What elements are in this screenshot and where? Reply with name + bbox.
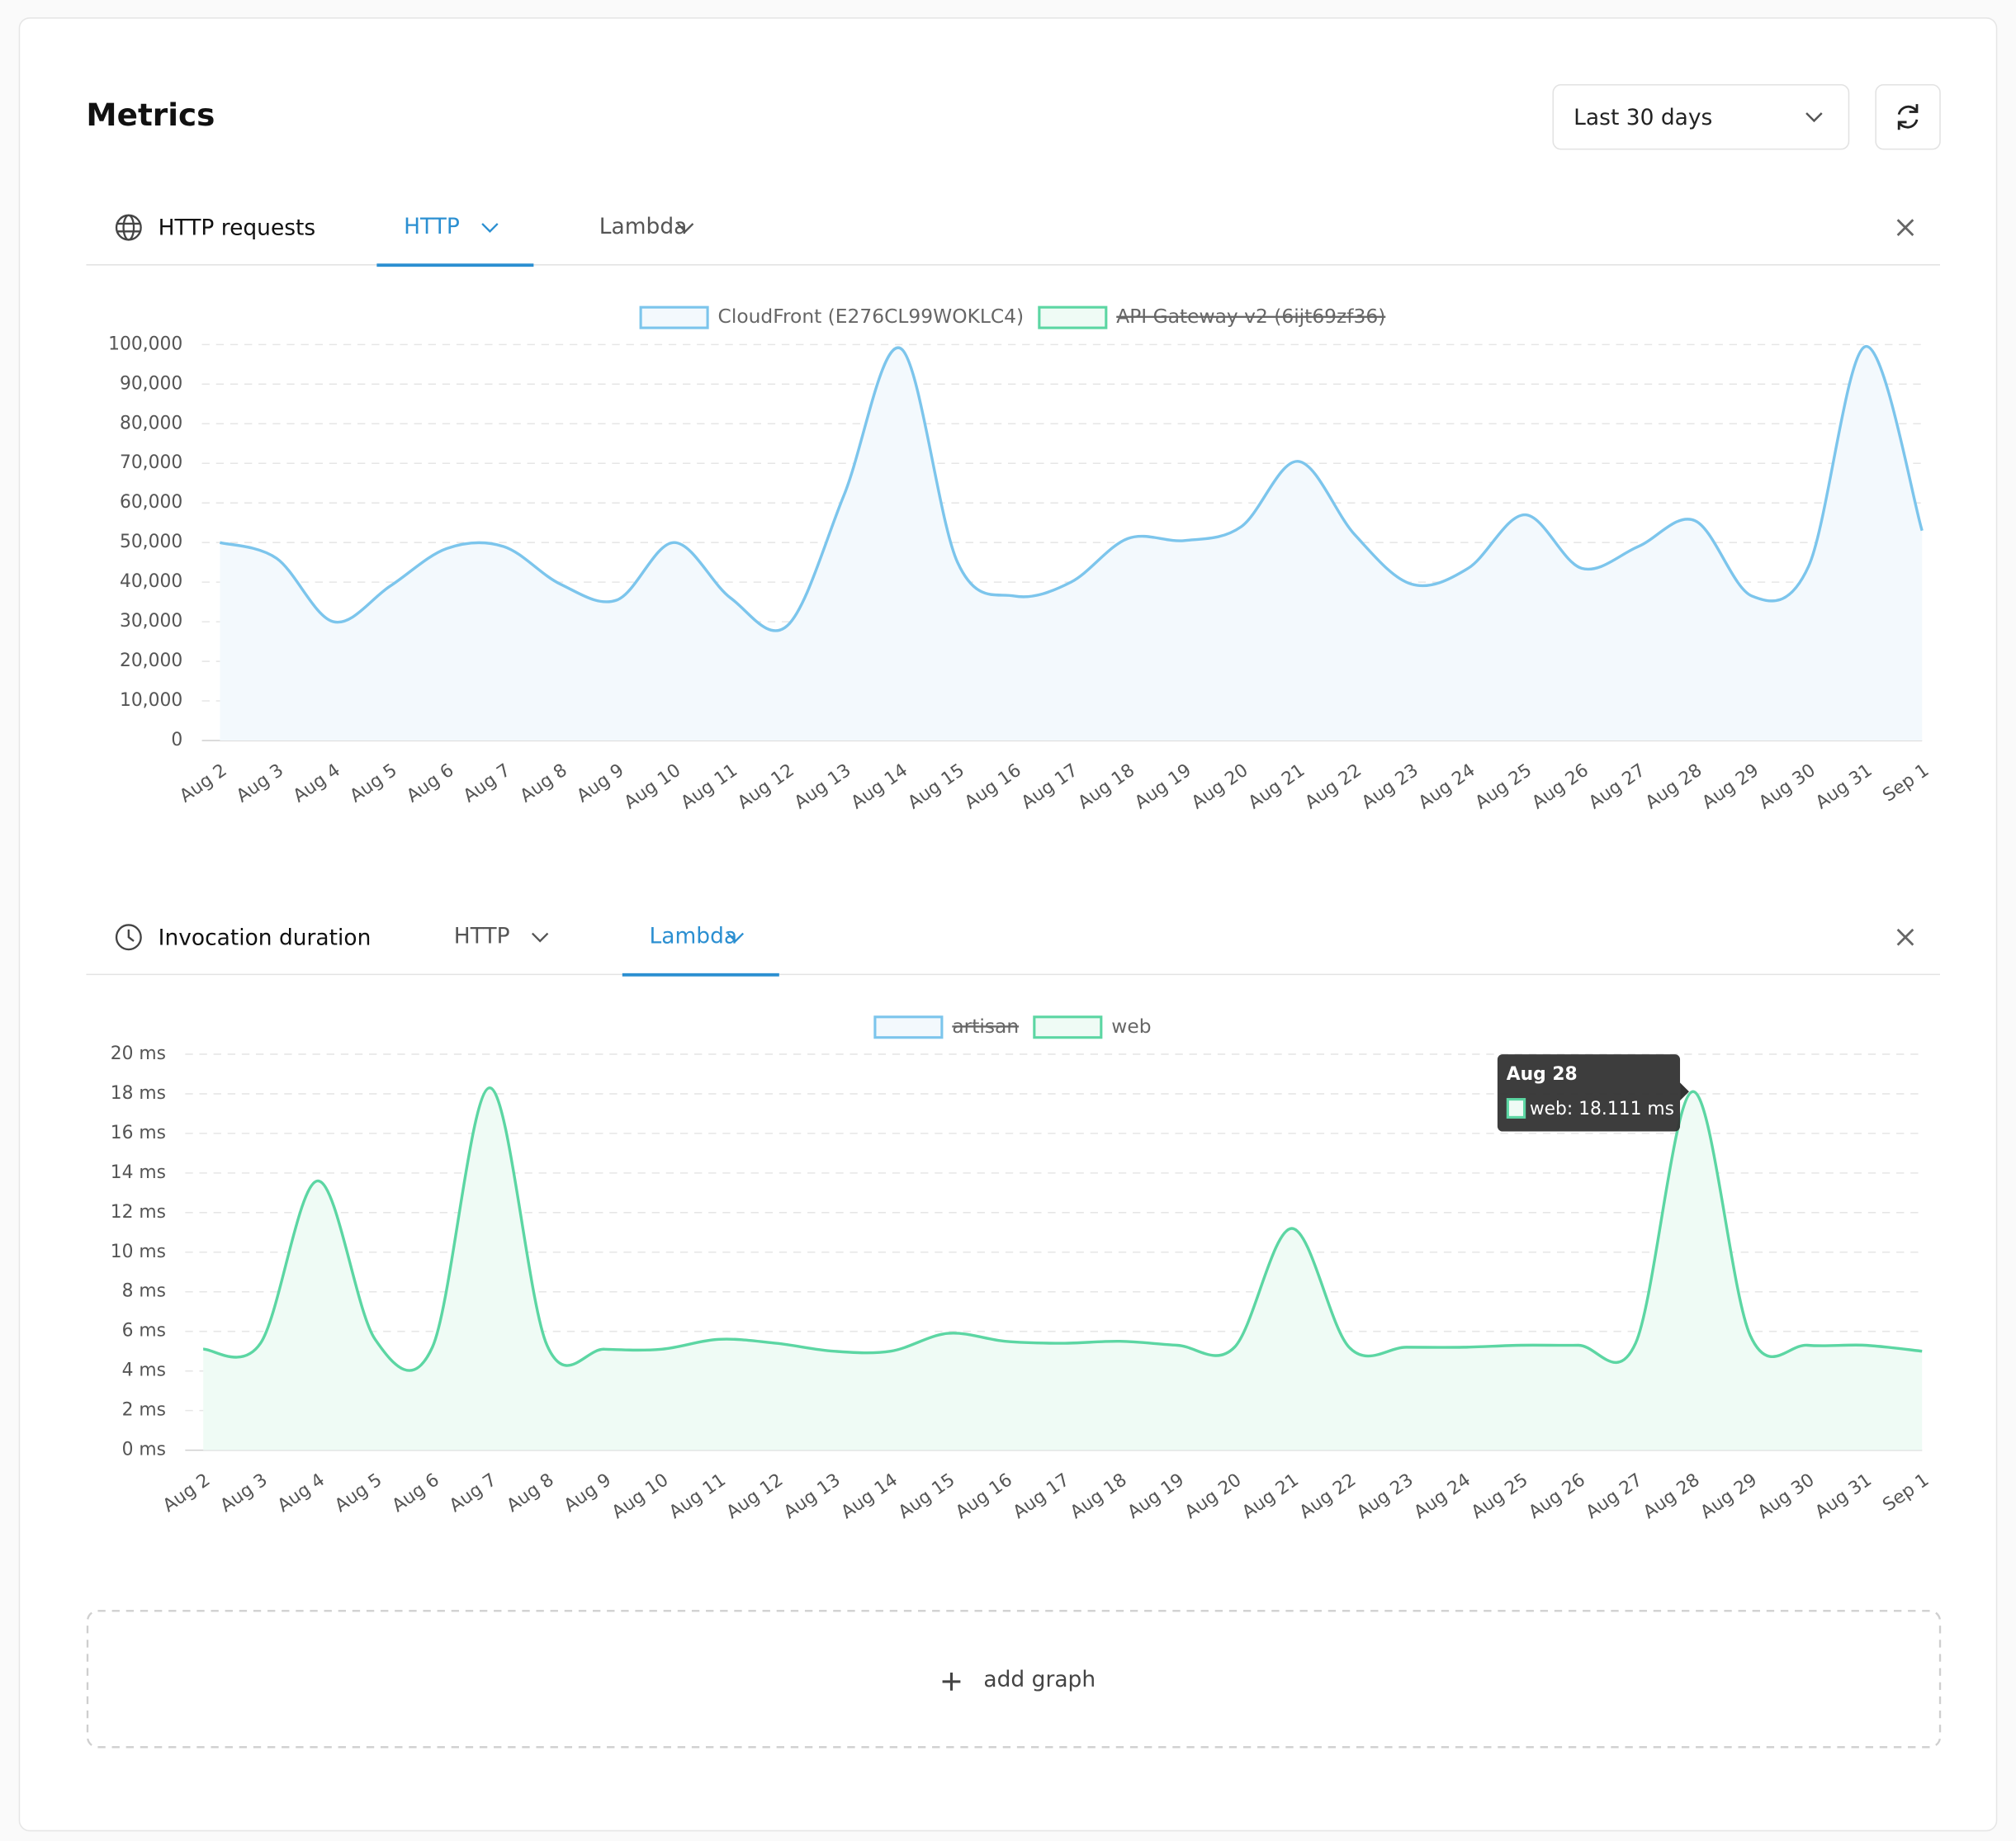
plus-icon	[942, 1672, 961, 1691]
tooltip-text: web: 18.111 ms	[1530, 1099, 1674, 1119]
close-icon[interactable]	[1896, 219, 1914, 236]
y-tick-label: 4 ms	[122, 1361, 166, 1381]
tab-underline	[622, 973, 779, 977]
tab-chevron	[481, 223, 499, 233]
y-tick-label: 30,000	[120, 611, 182, 632]
range-chevron	[1805, 112, 1823, 123]
globe-meridian	[122, 214, 135, 241]
y-tick-label: 50,000	[120, 532, 182, 552]
series-line	[202, 1086, 1923, 1372]
range-select[interactable]	[1552, 84, 1850, 150]
y-tick-label: 12 ms	[111, 1202, 166, 1223]
tab-label[interactable]: Lambda	[650, 924, 738, 949]
y-tick-label: 0	[171, 730, 182, 750]
tab-chevron	[726, 932, 745, 943]
tooltip-arrow	[1680, 1082, 1689, 1101]
y-tick-label: 40,000	[120, 571, 182, 592]
close-icon[interactable]	[1896, 928, 1914, 946]
clock-hands	[127, 929, 135, 942]
tab-label[interactable]: HTTP	[454, 924, 510, 949]
tooltip-swatch	[1506, 1098, 1526, 1119]
series-area	[220, 346, 1923, 741]
legend-label[interactable]: web	[1111, 1015, 1151, 1038]
tab-underline	[376, 263, 534, 267]
tab-label[interactable]: Lambda	[599, 214, 688, 239]
clock-icon	[115, 924, 142, 951]
y-tick-label: 8 ms	[122, 1281, 166, 1302]
chart-title: HTTP requests	[159, 215, 316, 241]
clock-outline	[115, 924, 142, 951]
y-tick-label: 10,000	[120, 690, 182, 711]
globe-icon	[115, 214, 142, 241]
y-tick-label: 0 ms	[122, 1440, 166, 1460]
legend-swatch[interactable]	[873, 1015, 944, 1039]
y-tick-label: 2 ms	[122, 1400, 166, 1421]
y-tick-label: 6 ms	[122, 1321, 166, 1342]
y-tick-label: 60,000	[120, 492, 182, 513]
y-tick-label: 10 ms	[111, 1242, 166, 1262]
legend-label[interactable]: artisan	[952, 1015, 1019, 1038]
tooltip-title: Aug 28	[1507, 1064, 1578, 1085]
y-tick-label: 70,000	[120, 452, 182, 473]
chart-title: Invocation duration	[159, 925, 371, 950]
tab-chevron	[531, 932, 549, 943]
legend: CloudFront (E276CL99WOKLC4) API Gateway v…	[639, 305, 1385, 329]
legend-swatch[interactable]	[1038, 305, 1108, 329]
series-line	[219, 345, 1924, 632]
y-tick-label: 18 ms	[111, 1083, 166, 1104]
y-tick-label: 100,000	[108, 334, 182, 354]
y-tick-label: 16 ms	[111, 1123, 166, 1143]
range-label[interactable]: Last 30 days	[1574, 105, 1712, 130]
tab-label[interactable]: HTTP	[404, 214, 460, 239]
legend-swatch[interactable]	[639, 305, 709, 329]
y-tick-label: 80,000	[120, 413, 182, 433]
legend-label[interactable]: CloudFront (E276CL99WOKLC4)	[718, 305, 1025, 328]
tooltip: Aug 28 web: 18.111 ms	[1497, 1054, 1689, 1132]
y-tick-label: 20,000	[120, 651, 182, 671]
legend-swatch[interactable]	[1033, 1015, 1103, 1039]
refresh-icon	[1897, 104, 1919, 130]
legend: artisan web	[873, 1015, 1152, 1039]
page-title: Metrics	[86, 97, 215, 133]
add-graph-label[interactable]: add graph	[983, 1667, 1096, 1692]
legend-label[interactable]: API Gateway v2 (6ijt69zf36)	[1116, 305, 1385, 328]
series-area	[203, 1087, 1923, 1451]
y-tick-label: 20 ms	[111, 1044, 166, 1064]
y-tick-label: 14 ms	[111, 1162, 166, 1183]
tooltip-box	[1497, 1054, 1681, 1132]
tab-chevron	[676, 223, 694, 233]
y-tick-label: 90,000	[120, 373, 182, 394]
refresh-button[interactable]	[1875, 84, 1941, 150]
globe-lines	[116, 222, 140, 233]
